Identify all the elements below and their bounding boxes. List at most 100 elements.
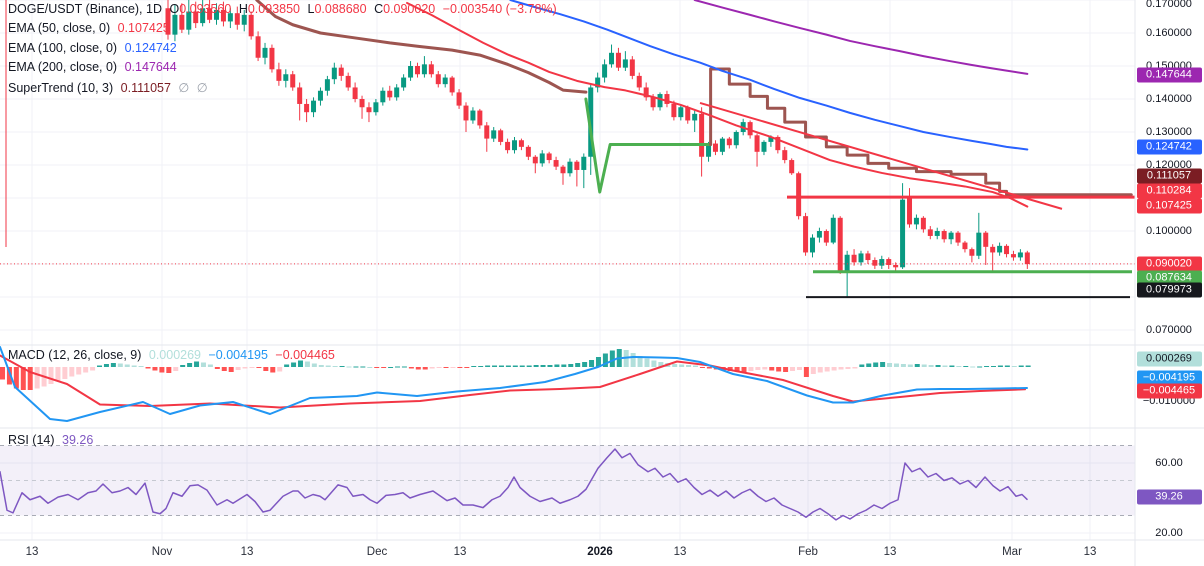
macd-bar — [984, 366, 990, 367]
ema50-line[interactable] — [406, 1, 1029, 208]
macd-bar — [935, 365, 941, 367]
macd-bar — [422, 367, 428, 370]
candle-body — [685, 107, 691, 121]
macd-bar — [831, 367, 837, 371]
price-axis-badge: 0.147644 — [1136, 67, 1202, 83]
candle-body — [768, 136, 774, 142]
macd-bar — [734, 367, 740, 372]
candle-body — [283, 74, 289, 81]
macd-bar — [145, 367, 151, 369]
macd-bar — [131, 365, 137, 367]
candle-body — [775, 136, 781, 151]
candle-body — [435, 74, 441, 85]
candle-body — [220, 9, 226, 22]
candle-body — [366, 107, 372, 113]
macd-bar — [20, 367, 26, 390]
candle-body — [345, 75, 351, 88]
macd-bar — [561, 364, 567, 367]
macd-bar — [637, 356, 643, 367]
candle-body — [789, 160, 795, 174]
candle-body — [962, 242, 968, 250]
candle-body — [477, 110, 483, 126]
macd-bar — [817, 367, 823, 373]
macd-bar — [388, 367, 394, 368]
macd-bar — [478, 366, 484, 367]
macd-bar — [748, 367, 754, 371]
candle-body — [969, 249, 975, 256]
ema100-line[interactable] — [509, 0, 1029, 151]
macd-bar — [207, 364, 213, 367]
candle-body — [408, 66, 414, 78]
candle-body — [941, 231, 947, 240]
macd-bar — [651, 360, 657, 367]
candle-body — [269, 47, 275, 70]
macd-bar — [755, 367, 761, 370]
candle-body — [518, 140, 524, 147]
macd-bar — [339, 366, 345, 367]
macd-bar — [1004, 365, 1010, 367]
price-axis-badge: 0.079973 — [1136, 282, 1202, 298]
macd-bar — [963, 366, 969, 367]
trendline-drawing[interactable] — [699, 102, 1063, 210]
candle-body — [193, 11, 199, 24]
candle-body — [491, 130, 497, 139]
macd-bar — [498, 365, 504, 367]
macd-bar — [450, 367, 456, 368]
macd-bar — [97, 365, 103, 367]
macd-bar — [699, 367, 705, 368]
macd-bar — [602, 353, 608, 367]
rsi-line[interactable] — [0, 448, 1028, 521]
macd-bar — [284, 364, 290, 367]
macd-bar — [395, 366, 401, 368]
candle-body — [553, 160, 559, 167]
macd-bar — [512, 365, 518, 367]
macd-bar — [173, 367, 179, 371]
time-axis-label: Dec — [366, 546, 388, 558]
macd-bar — [457, 367, 463, 368]
supertrend-bearish-line[interactable] — [709, 67, 1133, 197]
price-axis-badge: 0.087634 — [1136, 270, 1202, 286]
macd-bar — [589, 360, 595, 367]
candle-body — [207, 8, 213, 20]
candle-body — [955, 232, 961, 243]
macd-axis-badge: −0.004195 — [1136, 370, 1202, 385]
candle-body — [1010, 254, 1016, 258]
candle-body — [678, 107, 684, 118]
macd-bar — [492, 365, 498, 367]
candle-body — [761, 141, 767, 152]
macd-bar — [949, 365, 955, 367]
supertrend-bullish-line[interactable] — [584, 97, 713, 194]
macd-bar — [873, 362, 879, 367]
ema200-line[interactable] — [693, 0, 1029, 75]
candle-body — [692, 113, 698, 121]
macd-bar — [693, 365, 698, 367]
macd-bar — [838, 367, 844, 370]
candle-body — [650, 97, 656, 108]
macd-bar — [519, 365, 525, 367]
macd-bar — [90, 367, 96, 371]
candle-body — [387, 90, 393, 98]
candle-body — [172, 14, 178, 35]
macd-bar — [852, 367, 858, 369]
supertrend-bearish-line[interactable] — [255, 0, 588, 94]
candle-body — [532, 156, 538, 164]
macd-bar — [408, 367, 414, 369]
price-axis-badge: 0.107425 — [1136, 198, 1202, 213]
candle-body — [539, 153, 545, 164]
candles-series[interactable] — [165, 0, 1030, 297]
macd-histogram[interactable] — [0, 349, 1031, 390]
macd-bar — [200, 362, 206, 367]
candle-body — [726, 138, 732, 146]
price-axis-badge: 0.110284 — [1136, 183, 1202, 198]
macd-bar — [741, 367, 747, 372]
macd-bar — [658, 362, 664, 367]
macd-bar — [859, 364, 865, 367]
macd-line[interactable] — [0, 346, 1028, 422]
macd-bar — [776, 367, 782, 372]
macd-bar — [824, 367, 830, 372]
macd-bar — [256, 367, 262, 368]
macd-bar — [533, 365, 539, 367]
macd-bar — [235, 367, 241, 370]
candle-body — [352, 87, 358, 99]
